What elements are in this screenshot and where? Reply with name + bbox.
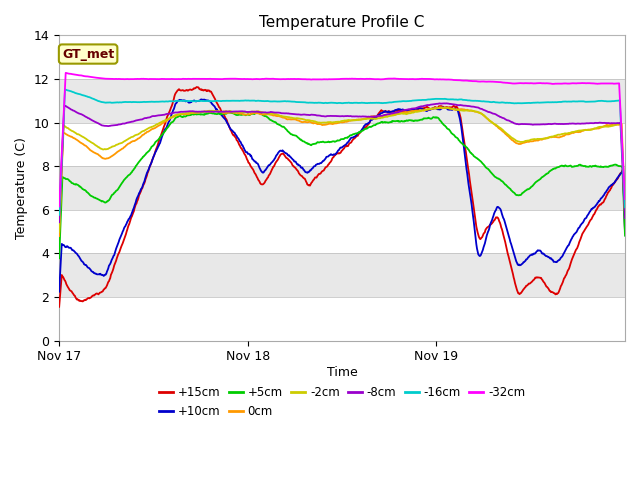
Bar bbox=[59, 122, 625, 166]
Bar bbox=[59, 253, 625, 297]
Y-axis label: Temperature (C): Temperature (C) bbox=[15, 137, 28, 239]
Bar bbox=[59, 36, 625, 79]
X-axis label: Time: Time bbox=[326, 366, 358, 379]
Bar bbox=[59, 210, 625, 253]
Text: GT_met: GT_met bbox=[62, 48, 114, 60]
Bar bbox=[59, 297, 625, 341]
Bar bbox=[59, 79, 625, 122]
Title: Temperature Profile C: Temperature Profile C bbox=[259, 15, 425, 30]
Legend: +15cm, +10cm, +5cm, 0cm, -2cm, -8cm, -16cm, -32cm: +15cm, +10cm, +5cm, 0cm, -2cm, -8cm, -16… bbox=[159, 386, 525, 418]
Bar bbox=[59, 166, 625, 210]
